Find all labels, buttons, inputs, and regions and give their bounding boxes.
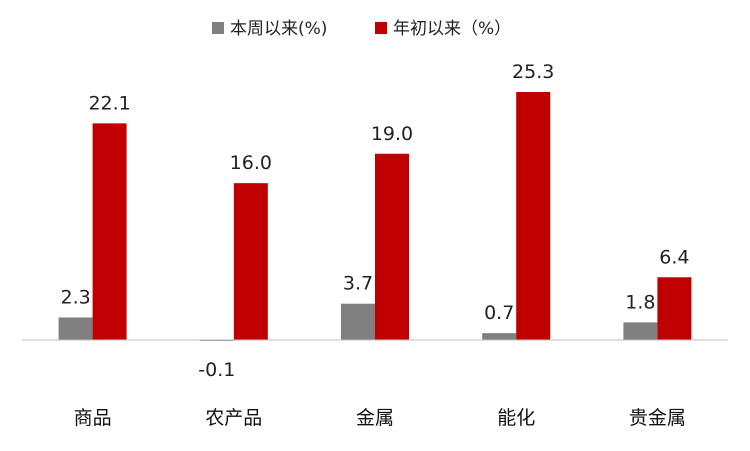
category-label-2: 金属 — [356, 407, 394, 429]
bar-ytd-2 — [375, 153, 409, 340]
category-label-3: 能化 — [497, 407, 535, 429]
legend-label-weekly: 本周以来(%) — [230, 19, 327, 39]
legend-swatch-ytd — [375, 22, 387, 34]
value-label-ytd-4: 6.4 — [659, 246, 689, 268]
bars-group — [58, 92, 692, 341]
value-label-ytd-3: 25.3 — [512, 61, 554, 83]
value-label-ytd-2: 19.0 — [371, 123, 413, 145]
value-label-weekly-4: 1.8 — [625, 291, 655, 313]
bar-ytd-3 — [516, 92, 551, 340]
value-label-ytd-0: 22.1 — [88, 92, 130, 114]
bar-weekly-0 — [58, 317, 93, 340]
value-label-ytd-1: 16.0 — [230, 152, 272, 174]
category-labels-group: 商品 农产品 金属 能化 贵金属 — [74, 407, 686, 429]
bar-ytd-0 — [92, 123, 127, 341]
bar-weekly-2 — [341, 303, 375, 340]
value-label-weekly-0: 2.3 — [60, 286, 90, 308]
bar-ytd-1 — [233, 183, 268, 340]
value-label-weekly-3: 0.7 — [484, 302, 514, 324]
legend-label-ytd: 年初以来（%） — [393, 19, 511, 39]
value-label-weekly-1: -0.1 — [198, 359, 235, 381]
legend: 本周以来(%) 年初以来（%） — [212, 19, 511, 39]
bar-weekly-4 — [623, 322, 658, 340]
category-label-0: 商品 — [74, 407, 112, 429]
bar-weekly-3 — [482, 333, 517, 340]
value-label-weekly-2: 3.7 — [343, 273, 373, 295]
bar-ytd-4 — [657, 277, 692, 340]
category-label-4: 贵金属 — [629, 407, 686, 429]
category-label-1: 农产品 — [205, 407, 262, 429]
legend-swatch-weekly — [212, 22, 224, 34]
value-labels-group: 2.3 22.1 -0.1 16.0 3.7 19.0 0.7 25.3 1.8 6.4 — [60, 61, 689, 381]
